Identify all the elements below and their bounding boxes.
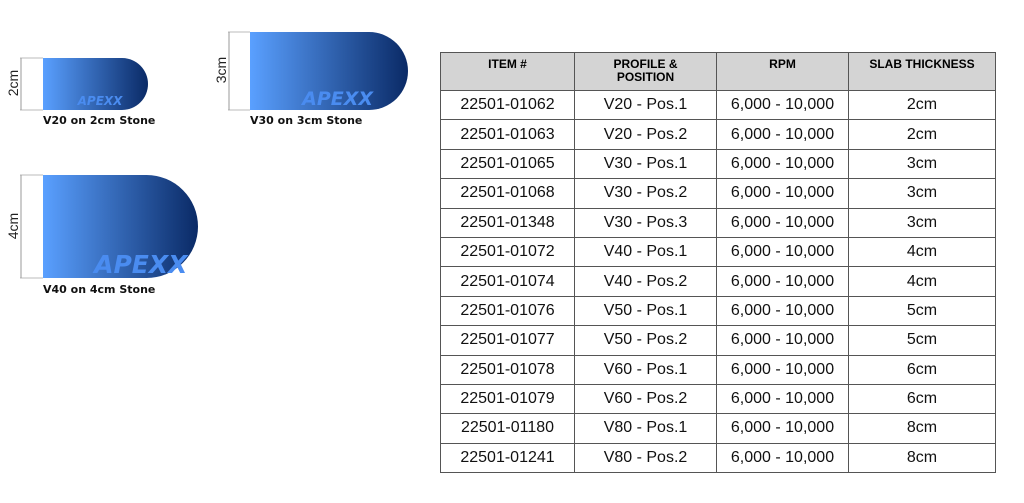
profile-shape: APEXX: [228, 31, 408, 111]
product-table: ITEM # PROFILE & POSITION RPM SLAB THICK…: [440, 52, 996, 474]
cell-item-number: 22501-01079: [440, 383, 575, 415]
cell-rpm: 6,000 - 10,000: [716, 178, 849, 209]
cell-profile-position: V50 - Pos.1: [574, 295, 717, 327]
cell-profile-position: V20 - Pos.1: [574, 89, 717, 121]
cell-profile-position: V40 - Pos.2: [574, 266, 717, 297]
cell-profile-position: V50 - Pos.2: [574, 325, 717, 356]
apexx-logo: APEXX: [300, 88, 374, 110]
header-profile-text: PROFILE & POSITION: [613, 57, 678, 84]
cell-rpm: 6,000 - 10,000: [716, 266, 849, 297]
table-row: 22501-01241 V80 - Pos.2 6,000 - 10,000 8cm: [440, 442, 996, 474]
table-row: 22501-01348 V30 - Pos.3 6,000 - 10,000 3cm: [440, 207, 996, 238]
cell-profile-position: V30 - Pos.1: [574, 148, 717, 180]
cell-item-number: 22501-01068: [440, 178, 575, 209]
apexx-logo: APEXX: [77, 94, 124, 108]
cell-slab-thickness: 4cm: [848, 266, 996, 297]
cell-profile-position: V60 - Pos.2: [574, 383, 717, 415]
cell-rpm: 6,000 - 10,000: [716, 236, 849, 268]
cell-item-number: 22501-01065: [440, 148, 575, 180]
table-row: 22501-01078 V60 - Pos.1 6,000 - 10,000 6cm: [440, 354, 996, 385]
dimension-label: 4cm: [5, 212, 21, 239]
cell-item-number: 22501-01062: [440, 89, 575, 121]
table-row: 22501-01062 V20 - Pos.1 6,000 - 10,000 2cm: [440, 89, 996, 121]
cell-rpm: 6,000 - 10,000: [716, 119, 849, 150]
table-row: 22501-01076 V50 - Pos.1 6,000 - 10,000 5cm: [440, 295, 996, 327]
profile-shape: APEXX: [20, 174, 198, 279]
cell-slab-thickness: 3cm: [848, 148, 996, 180]
cell-item-number: 22501-01063: [440, 119, 575, 150]
cell-slab-thickness: 8cm: [848, 442, 996, 474]
cell-slab-thickness: 5cm: [848, 295, 996, 327]
dimension-label: 2cm: [5, 69, 21, 97]
table-row: 22501-01063 V20 - Pos.2 6,000 - 10,000 2cm: [440, 119, 996, 150]
profile-edge: [43, 175, 198, 278]
table-row: 22501-01068 V30 - Pos.2 6,000 - 10,000 3cm: [440, 178, 996, 209]
header-rpm: RPM: [716, 52, 849, 91]
cell-profile-position: V60 - Pos.1: [574, 354, 717, 385]
cell-slab-thickness: 6cm: [848, 383, 996, 415]
header-item: ITEM #: [440, 52, 575, 91]
cell-slab-thickness: 2cm: [848, 119, 996, 150]
table-row: 22501-01074 V40 - Pos.2 6,000 - 10,000 4cm: [440, 266, 996, 297]
cell-rpm: 6,000 - 10,000: [716, 89, 849, 121]
cell-rpm: 6,000 - 10,000: [716, 325, 849, 356]
cell-item-number: 22501-01072: [440, 236, 575, 268]
cell-rpm: 6,000 - 10,000: [716, 295, 849, 327]
table-row: 22501-01077 V50 - Pos.2 6,000 - 10,000 5cm: [440, 325, 996, 356]
cell-item-number: 22501-01180: [440, 413, 575, 444]
header-thickness: SLAB THICKNESS: [848, 52, 996, 91]
table-row: 22501-01180 V80 - Pos.1 6,000 - 10,000 8cm: [440, 413, 996, 444]
cell-item-number: 22501-01074: [440, 266, 575, 297]
cell-profile-position: V20 - Pos.2: [574, 119, 717, 150]
cell-slab-thickness: 5cm: [848, 325, 996, 356]
table-header-row: ITEM # PROFILE & POSITION RPM SLAB THICK…: [440, 52, 996, 91]
cell-profile-position: V80 - Pos.2: [574, 442, 717, 474]
cell-profile-position: V30 - Pos.2: [574, 178, 717, 209]
cell-slab-thickness: 8cm: [848, 413, 996, 444]
cell-slab-thickness: 3cm: [848, 207, 996, 238]
cell-rpm: 6,000 - 10,000: [716, 207, 849, 238]
cell-rpm: 6,000 - 10,000: [716, 442, 849, 474]
cell-slab-thickness: 6cm: [848, 354, 996, 385]
cell-rpm: 6,000 - 10,000: [716, 413, 849, 444]
profile-caption: V40 on 4cm Stone: [43, 283, 156, 296]
profile-shape: APEXX: [20, 57, 148, 111]
cell-slab-thickness: 3cm: [848, 178, 996, 209]
profile-caption: V30 on 3cm Stone: [250, 114, 363, 127]
profile-caption: V20 on 2cm Stone: [43, 114, 156, 127]
apexx-logo: APEXX: [92, 250, 189, 279]
cell-rpm: 6,000 - 10,000: [716, 354, 849, 385]
cell-item-number: 22501-01076: [440, 295, 575, 327]
cell-profile-position: V80 - Pos.1: [574, 413, 717, 444]
cell-slab-thickness: 2cm: [848, 89, 996, 121]
table-row: 22501-01079 V60 - Pos.2 6,000 - 10,000 6cm: [440, 383, 996, 415]
cell-slab-thickness: 4cm: [848, 236, 996, 268]
cell-rpm: 6,000 - 10,000: [716, 148, 849, 180]
cell-profile-position: V30 - Pos.3: [574, 207, 717, 238]
table-row: 22501-01072 V40 - Pos.1 6,000 - 10,000 4cm: [440, 236, 996, 268]
cell-rpm: 6,000 - 10,000: [716, 383, 849, 415]
cell-profile-position: V40 - Pos.1: [574, 236, 717, 268]
profile-edge: [250, 32, 408, 110]
cell-item-number: 22501-01077: [440, 325, 575, 356]
profile-edge: [43, 58, 148, 110]
cell-item-number: 22501-01348: [440, 207, 575, 238]
cell-item-number: 22501-01078: [440, 354, 575, 385]
header-profile: PROFILE & POSITION: [574, 52, 717, 91]
dimension-label: 3cm: [213, 56, 229, 84]
table-row: 22501-01065 V30 - Pos.1 6,000 - 10,000 3cm: [440, 148, 996, 180]
cell-item-number: 22501-01241: [440, 442, 575, 474]
